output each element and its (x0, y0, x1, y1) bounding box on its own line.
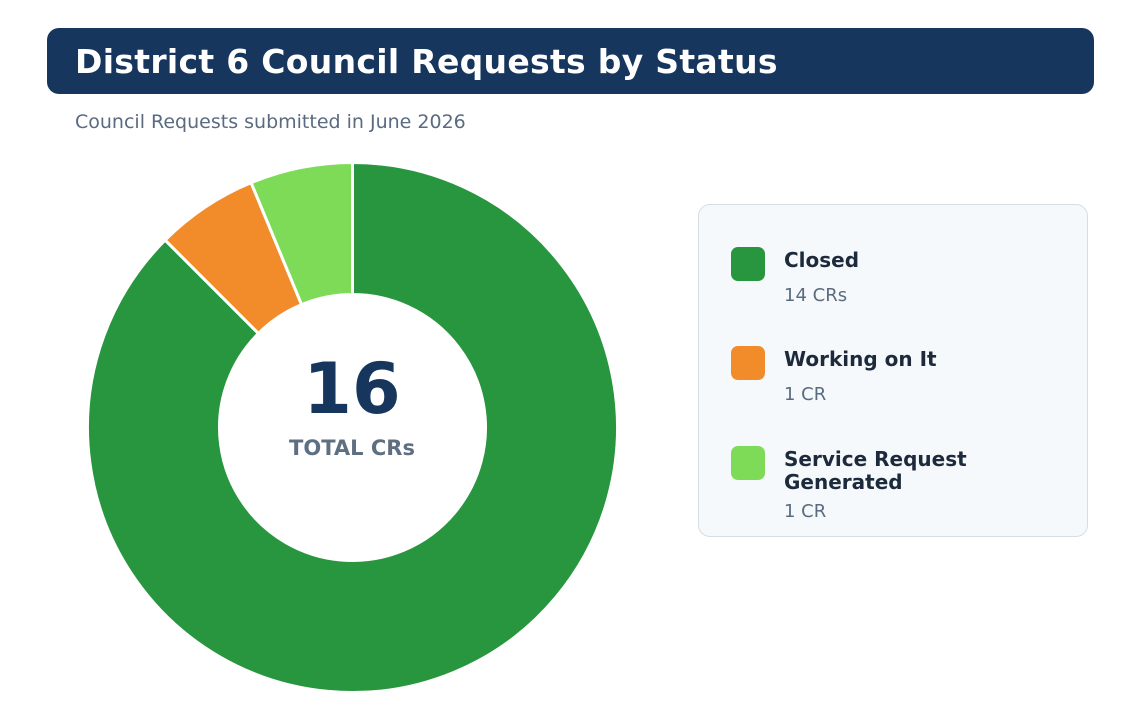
subtitle: Council Requests submitted in June 2026 (75, 111, 466, 133)
donut-chart (86, 161, 619, 694)
slice-closed (86, 161, 619, 694)
legend-swatch-service-request (731, 446, 765, 480)
total-label: TOTAL CRs (289, 436, 415, 460)
slice-service-request-generated (249, 161, 354, 307)
legend-count-closed: 14 CRs (784, 285, 848, 306)
legend-count-working: 1 CR (784, 384, 827, 405)
legend-label-closed: Closed (784, 248, 860, 272)
page-title: District 6 Council Requests by Status (75, 41, 778, 81)
legend-label-working: Working on It (784, 347, 937, 371)
legend-swatch-working (731, 346, 765, 380)
legend-label-service-request: Service Request Generated (784, 447, 967, 494)
total-count: 16 (303, 348, 401, 430)
legend-count-service-request: 1 CR (784, 501, 827, 522)
title-bar: District 6 Council Requests by Status (47, 28, 1094, 94)
legend: Closed 14 CRs Working on It 1 CR Service… (698, 204, 1088, 537)
legend-swatch-closed (731, 247, 765, 281)
